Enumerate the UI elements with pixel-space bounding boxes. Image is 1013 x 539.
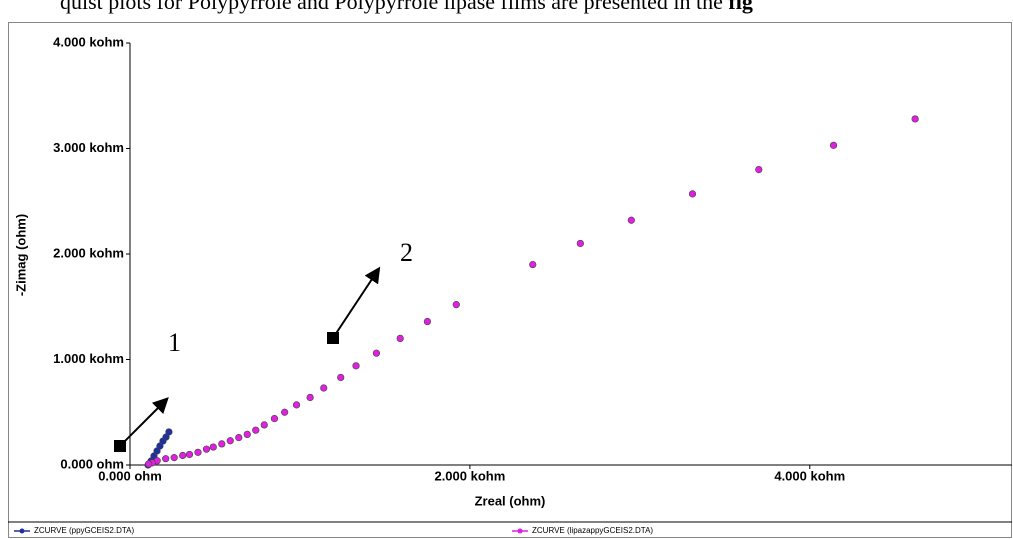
point	[179, 451, 187, 460]
point	[252, 426, 260, 434]
point	[755, 166, 763, 174]
header-plain: quist plots for Polypyrrole and Polypyrr…	[60, 0, 723, 14]
point	[372, 349, 381, 357]
point	[185, 450, 194, 459]
legend-label: ZCURVE (ppyGCEIS2.DTA)	[34, 526, 135, 535]
point	[423, 317, 431, 326]
point	[529, 260, 537, 269]
point	[352, 362, 360, 370]
y-tick-label: 4.000 kohm	[53, 34, 124, 49]
point	[209, 443, 217, 451]
point	[162, 455, 170, 463]
legend-swatch	[19, 528, 25, 534]
annotation: 1	[168, 328, 181, 357]
point	[576, 239, 584, 248]
point	[202, 445, 211, 453]
point	[306, 393, 314, 402]
point	[292, 401, 301, 409]
x-tick-label: 4.000 kohm	[774, 468, 845, 483]
legend-swatch	[517, 528, 523, 534]
point	[270, 414, 279, 423]
point	[452, 301, 460, 309]
point	[396, 334, 404, 343]
arrow	[119, 397, 169, 447]
header-bold: fig	[728, 0, 752, 14]
point	[320, 384, 328, 392]
point	[627, 216, 635, 224]
point	[194, 448, 202, 456]
x-axis-label: Zreal (ohm)	[475, 493, 546, 508]
y-tick-label: 3.000 kohm	[53, 140, 124, 155]
y-tick-label: 2.000 kohm	[53, 245, 124, 260]
point	[281, 408, 289, 416]
point	[337, 373, 345, 382]
point	[165, 428, 173, 436]
y-axis-label: -Zimag (ohm)	[13, 214, 28, 296]
annotation: 2	[400, 238, 413, 267]
point	[170, 454, 178, 462]
point	[145, 460, 153, 468]
point	[829, 141, 838, 149]
header-text: quist plots for Polypyrrole and Polypyrr…	[60, 0, 753, 14]
frame	[8, 22, 1012, 538]
y-tick-label: 1.000 kohm	[53, 351, 124, 366]
legend-label: ZCURVE (lipazappyGCEIS2.DTA)	[532, 526, 653, 535]
point	[235, 433, 243, 442]
point	[911, 115, 919, 123]
point	[688, 190, 697, 198]
arrow	[332, 266, 381, 339]
x-tick-label: 0.000 ohm	[98, 468, 162, 483]
point	[243, 430, 251, 439]
point	[226, 437, 234, 445]
x-tick-label: 2.000 kohm	[434, 468, 505, 483]
y-tick-label: 0.000 ohm	[60, 456, 124, 471]
point	[260, 421, 268, 429]
point	[218, 440, 226, 448]
